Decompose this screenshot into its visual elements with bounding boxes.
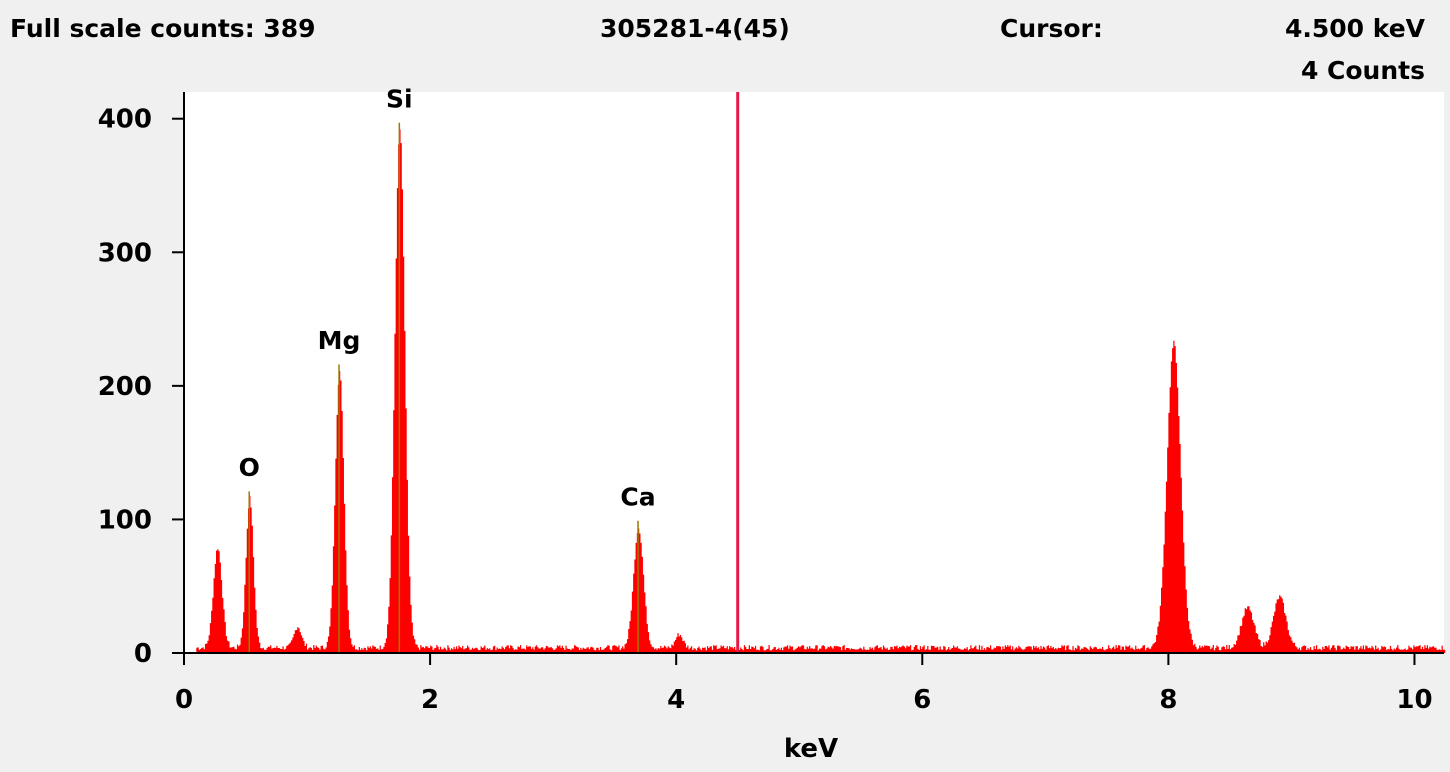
y-tick-label: 300 xyxy=(98,238,152,268)
peak-label-layer: O Mg Si Ca xyxy=(239,84,656,511)
peak-label-mg: Mg xyxy=(318,326,361,355)
y-tick-label: 0 xyxy=(134,639,152,669)
x-tick-label: 10 xyxy=(1396,685,1432,715)
x-tick-label: 8 xyxy=(1159,685,1177,715)
peak-label-o: O xyxy=(239,453,260,482)
y-tick-label: 200 xyxy=(98,372,152,402)
x-tick-label: 0 xyxy=(175,685,193,715)
x-axis-title: keV xyxy=(784,734,838,764)
peak-marker-layer xyxy=(248,122,639,653)
y-tick-label: 100 xyxy=(98,505,152,535)
cursor-counts: 4 Counts xyxy=(1300,56,1425,85)
peak-label-ca: Ca xyxy=(620,482,655,511)
x-tick-label: 6 xyxy=(913,685,931,715)
peak-label-si: Si xyxy=(386,84,413,113)
sample-id: 305281-4(45) xyxy=(600,14,790,43)
y-tick-label: 400 xyxy=(98,105,152,135)
cursor-label: Cursor: xyxy=(1000,14,1103,43)
tick-layer: 0 100 200 300 400 0 2 4 6 8 10 xyxy=(98,105,1433,715)
plot-area[interactable] xyxy=(184,92,1444,653)
full-scale-counts: Full scale counts: 389 xyxy=(10,14,316,43)
x-tick-label: 4 xyxy=(667,685,685,715)
x-tick-label: 2 xyxy=(421,685,439,715)
cursor-value: 4.500 keV xyxy=(1284,14,1425,43)
